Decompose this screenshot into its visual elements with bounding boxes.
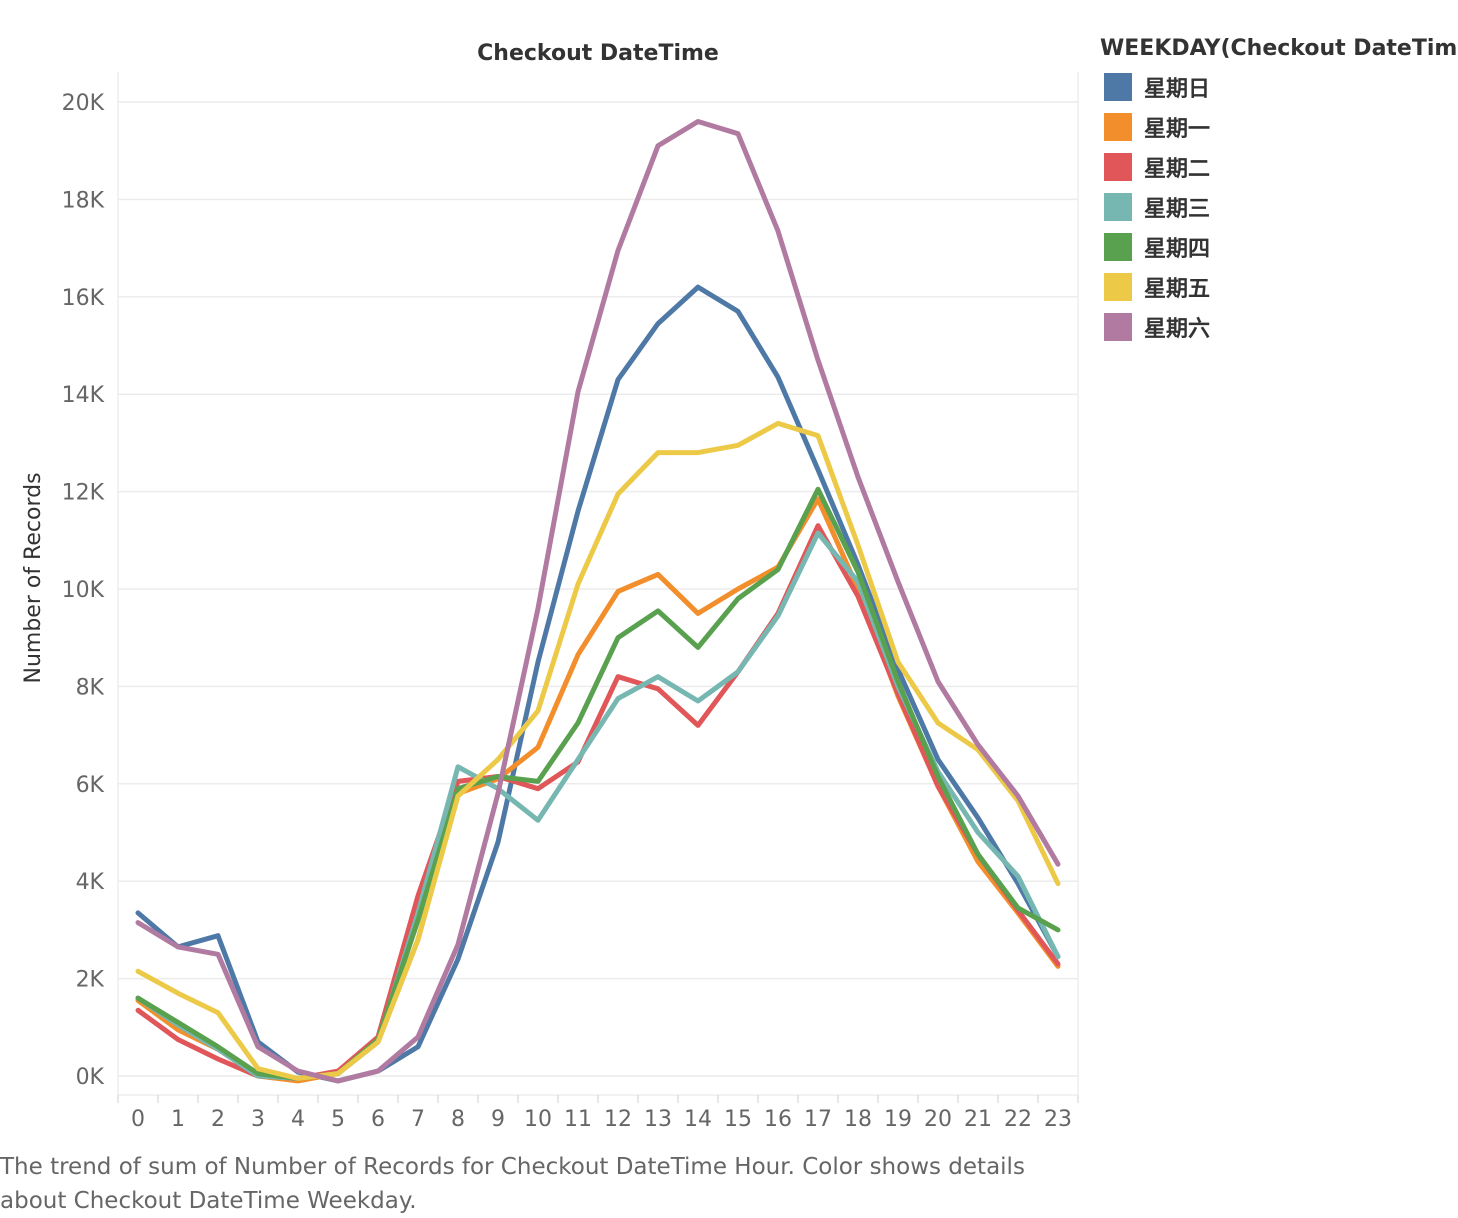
x-tick-label: 18 [844,1107,872,1132]
chart-caption: The trend of sum of Number of Records fo… [0,1154,1025,1214]
legend-item: 星期日 [1100,67,1458,107]
x-tick-label: 9 [491,1107,505,1132]
legend-label: 星期五 [1144,277,1211,302]
x-tick-label: 3 [251,1107,265,1132]
line-chart: Checkout DateTime Number of Records 0K 2K… [21,41,1079,1132]
x-tick-label: 10 [524,1107,552,1132]
legend-swatch [1104,313,1132,341]
y-tick-label: 2K [76,968,105,993]
y-tick-label: 6K [76,773,105,798]
x-tick-label: 7 [411,1107,425,1132]
legend-swatch [1104,73,1132,101]
x-tick-label: 22 [1004,1107,1032,1132]
x-tick-label: 2 [211,1107,225,1132]
series-lines [135,119,1061,1084]
chart-title: Checkout DateTime [477,41,719,66]
x-tick-label: 4 [291,1107,305,1132]
legend-items: 星期日星期一星期二星期三星期四星期五星期六 [1100,67,1458,347]
legend-swatch [1104,193,1132,221]
series-line-星期二 [135,523,1061,1081]
y-tick-label: 0K [76,1065,105,1090]
x-tick-label: 0 [131,1107,145,1132]
y-tick-label: 16K [62,286,105,311]
x-tick-label: 11 [564,1107,592,1132]
series-line-星期一 [135,496,1061,1084]
x-tick-label: 6 [371,1107,385,1132]
y-axis-label: Number of Records [21,472,46,683]
y-tick-label: 4K [76,870,105,895]
legend-swatch [1104,113,1132,141]
legend-swatch [1104,233,1132,261]
x-tick-label: 23 [1044,1107,1072,1132]
legend-label: 星期四 [1144,237,1211,262]
series-line-星期五 [135,420,1061,1081]
series-line-星期六 [135,119,1061,1084]
legend-item: 星期六 [1100,307,1458,347]
x-tick-label: 13 [644,1107,672,1132]
y-tick-label: 10K [62,578,105,603]
x-tick-label: 14 [684,1107,712,1132]
legend-label: 星期六 [1144,317,1211,342]
legend-swatch [1104,273,1132,301]
legend-swatch [1104,153,1132,181]
x-tick-label: 16 [764,1107,792,1132]
legend-item: 星期一 [1100,107,1458,147]
x-tick-label: 5 [331,1107,345,1132]
legend-item: 星期三 [1100,187,1458,227]
y-tick-label: 14K [62,383,105,408]
x-tick-label: 19 [884,1107,912,1132]
series-line-星期三 [135,530,1061,1081]
x-tick-label: 21 [964,1107,992,1132]
legend-title: WEEKDAY(Checkout DateTime) [1100,36,1458,61]
y-tick-label: 18K [62,188,105,213]
y-tick-label: 8K [76,675,105,700]
x-tick-label: 8 [451,1107,465,1132]
legend-label: 星期一 [1144,117,1211,142]
x-tick-label: 12 [604,1107,632,1132]
legend-label: 星期二 [1144,157,1211,182]
legend-item: 星期二 [1100,147,1458,187]
legend: WEEKDAY(Checkout DateTime) 星期日 星期一 星期二 星期三星… [1100,36,1458,347]
y-tick-label: 20K [62,91,105,116]
legend-item: 星期四 [1100,227,1458,267]
legend-item: 星期五 [1100,267,1458,307]
x-tick-label: 20 [924,1107,952,1132]
gridlines [118,101,1078,1077]
legend-label: 星期日 [1144,77,1211,102]
x-tick-label: 15 [724,1107,752,1132]
x-tick-label: 1 [171,1107,185,1132]
x-tick-label: 17 [804,1107,832,1132]
legend-label: 星期三 [1144,197,1211,222]
y-tick-label: 12K [62,481,105,506]
